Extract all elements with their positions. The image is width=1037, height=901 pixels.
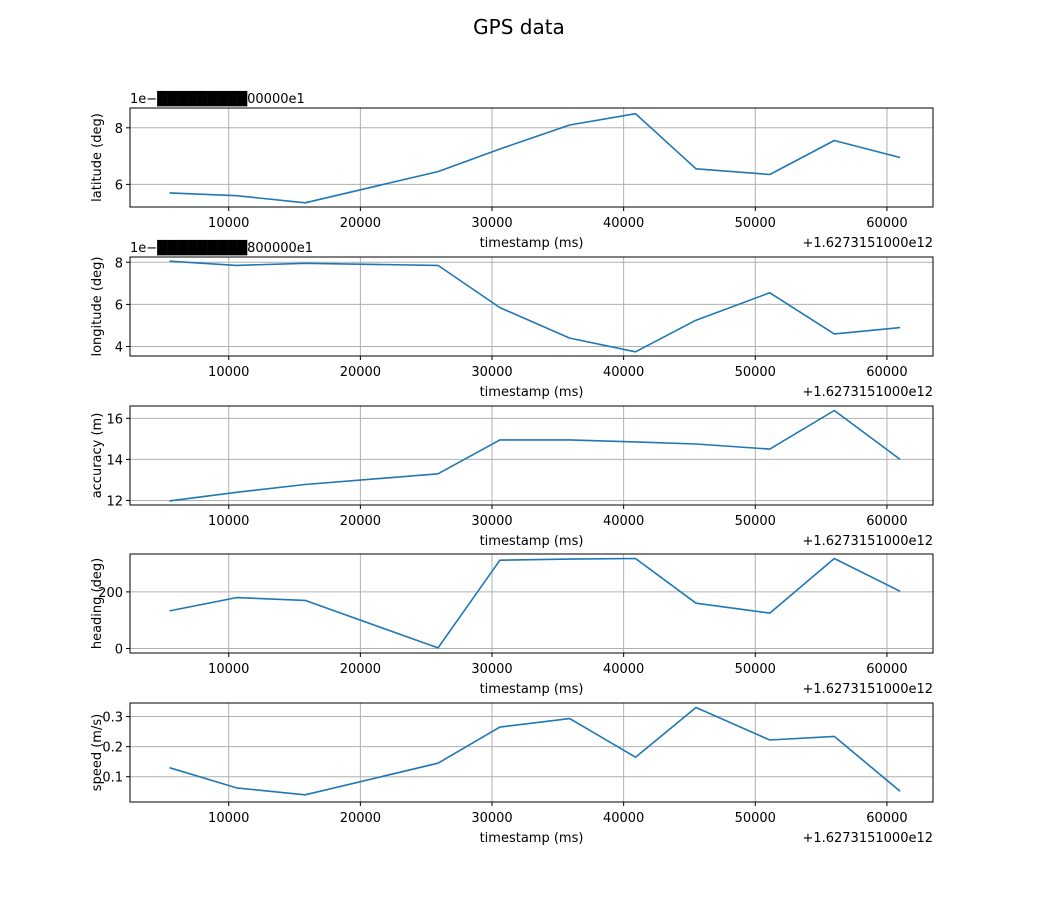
y-tick-label: 4 <box>115 341 123 356</box>
x-tick-label: 20000 <box>340 662 381 677</box>
y-tick-label: 200 <box>98 586 123 601</box>
y-axis-label: latitude (deg) <box>90 113 105 202</box>
subplot-latitude: 10000 20000 30000 40000 50000 60000 6 8 timestam… <box>90 90 934 251</box>
figure-title: GPS data <box>473 15 565 39</box>
y-offset-label: 1e−█████████00000e1 <box>130 90 305 107</box>
subplot-stack: 10000 20000 30000 40000 50000 60000 6 8 timestam… <box>90 90 934 846</box>
x-tick-label: 30000 <box>471 811 512 826</box>
axes-frame <box>129 553 934 654</box>
x-tick-label: 50000 <box>735 216 776 231</box>
x-tick-label: 10000 <box>208 514 249 529</box>
x-tick-label: 10000 <box>208 662 249 677</box>
x-tick-label: 50000 <box>735 811 776 826</box>
x-tick-label: 10000 <box>208 811 249 826</box>
x-offset-label: +1.6273151000e12 <box>802 236 933 251</box>
x-axis-label: timestamp (ms) <box>480 534 584 549</box>
y-tick-label: 14 <box>106 453 123 468</box>
x-axis-label: timestamp (ms) <box>480 236 584 251</box>
y-tick-label: 6 <box>115 298 123 313</box>
axes-frame <box>129 107 934 208</box>
x-tick-label: 20000 <box>340 811 381 826</box>
x-tick-label: 40000 <box>603 514 644 529</box>
x-tick-label: 40000 <box>603 216 644 231</box>
y-tick-label: 6 <box>115 178 123 193</box>
x-tick-label: 20000 <box>340 514 381 529</box>
subplot-longitude: 10000 20000 30000 40000 50000 60000 4 6 8 timesta… <box>90 239 934 400</box>
axes-frame <box>129 405 934 506</box>
x-offset-label: +1.6273151000e12 <box>802 534 933 549</box>
x-offset-label: +1.6273151000e12 <box>802 385 933 400</box>
series-line <box>169 260 901 353</box>
y-tick-label: 0.1 <box>102 771 123 786</box>
x-axis-label: timestamp (ms) <box>480 831 584 846</box>
y-tick-label: 0.2 <box>102 741 123 756</box>
x-axis-label: timestamp (ms) <box>480 385 584 400</box>
x-tick-label: 60000 <box>866 216 907 231</box>
y-offset-label: 1e−█████████800000e1 <box>130 239 313 256</box>
x-offset-label: +1.6273151000e12 <box>802 831 933 846</box>
y-tick-label: 8 <box>115 122 123 137</box>
y-axis-label: speed (m/s) <box>90 714 105 791</box>
x-offset-label: +1.6273151000e12 <box>802 682 933 697</box>
x-tick-label: 50000 <box>735 365 776 380</box>
axes-frame <box>129 256 934 357</box>
x-tick-label: 30000 <box>471 365 512 380</box>
x-tick-label: 30000 <box>471 216 512 231</box>
y-tick-label: 12 <box>106 494 123 509</box>
y-axis-label: accuracy (m) <box>90 413 105 499</box>
series-line <box>169 112 901 204</box>
x-tick-label: 20000 <box>340 365 381 380</box>
series-line <box>169 409 901 502</box>
series-line <box>169 557 901 649</box>
x-tick-label: 20000 <box>340 216 381 231</box>
y-tick-label: 0 <box>115 642 123 657</box>
x-tick-label: 50000 <box>735 514 776 529</box>
x-axis-label: timestamp (ms) <box>480 682 584 697</box>
x-tick-label: 30000 <box>471 662 512 677</box>
x-tick-label: 60000 <box>866 514 907 529</box>
x-tick-label: 30000 <box>471 514 512 529</box>
y-axis-label: longitude (deg) <box>90 256 105 356</box>
x-tick-label: 50000 <box>735 662 776 677</box>
subplot-accuracy: 10000 20000 30000 40000 50000 60000 12 14 16 time… <box>90 405 934 549</box>
axes-frame <box>129 702 934 803</box>
x-tick-label: 60000 <box>866 365 907 380</box>
x-tick-label: 40000 <box>603 662 644 677</box>
subplot-speed: 10000 20000 30000 40000 50000 60000 0.1 0.2 0.3 t… <box>90 702 934 846</box>
series-line <box>169 706 901 796</box>
x-tick-label: 60000 <box>866 662 907 677</box>
x-tick-label: 40000 <box>603 365 644 380</box>
y-tick-label: 16 <box>106 412 123 427</box>
y-tick-label: 8 <box>115 256 123 271</box>
x-tick-label: 10000 <box>208 365 249 380</box>
x-tick-label: 40000 <box>603 811 644 826</box>
y-axis-label: heading (deg) <box>90 558 105 649</box>
subplot-heading: 10000 20000 30000 40000 50000 60000 0 200 timest… <box>90 553 934 697</box>
y-tick-label: 0.3 <box>102 711 123 726</box>
x-tick-label: 10000 <box>208 216 249 231</box>
x-tick-label: 60000 <box>866 811 907 826</box>
